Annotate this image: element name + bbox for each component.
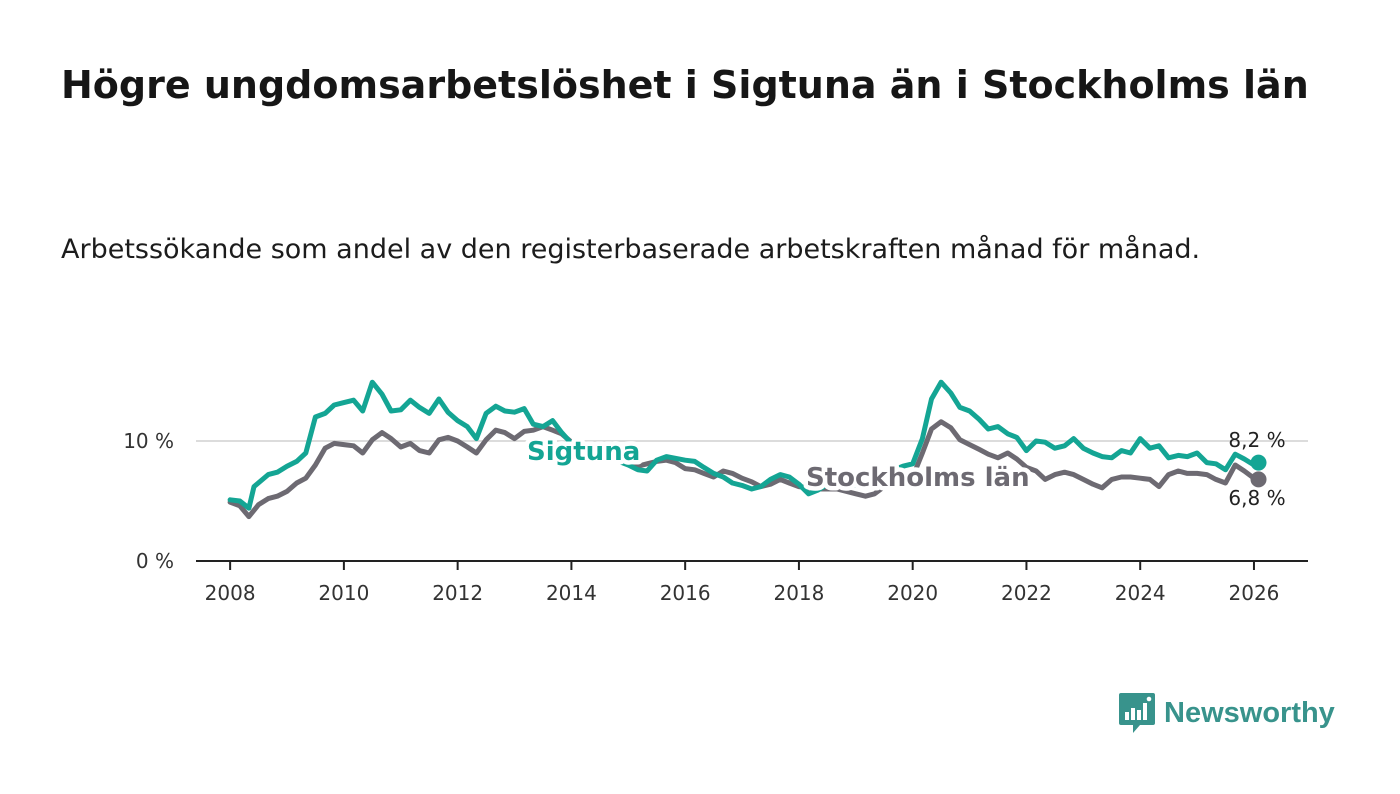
series-line-stockholms-lan (227, 419, 1261, 520)
end-label-stockholms-lan: 6,8 % (1228, 486, 1285, 510)
x-axis: 2008 2010 2012 2014 2016 2018 2020 2022 2024 2026 (196, 560, 1308, 605)
x-tick-label: 2016 (660, 581, 711, 605)
x-tick-label: 2018 (773, 581, 824, 605)
x-tick-label: 2026 (1229, 581, 1280, 605)
series-label-stockholms-lan: Stockholms län (806, 463, 1030, 493)
x-tick-label: 2012 (432, 581, 483, 605)
x-tick-label: 2014 (546, 581, 597, 605)
x-tick-label: 2022 (1001, 581, 1052, 605)
line-chart: 0 % 10 % 2008 2010 2012 2014 2016 2018 2020 2022… (123, 379, 1308, 605)
series-labels: Sigtuna Stockholms län (523, 433, 1035, 498)
newsworthy-logo-icon (1119, 693, 1155, 733)
newsworthy-logo: Newsworthy (1118, 690, 1335, 736)
x-tick-label: 2008 (205, 581, 256, 605)
chart-title: Högre ungdomsarbetslöshet i Sigtuna än i… (61, 63, 1309, 107)
y-tick-label: 0 % (136, 549, 174, 573)
end-dot-sigtuna (1250, 454, 1267, 471)
series-label-sigtuna: Sigtuna (527, 437, 640, 467)
series-lines (227, 379, 1261, 520)
series-line-sigtuna (227, 379, 1261, 511)
series-end-points: 8,2 % 6,8 % (1228, 428, 1285, 510)
end-dot-stockholms-lan (1250, 471, 1267, 488)
x-tick-label: 2010 (318, 581, 369, 605)
y-tick-label: 10 % (123, 429, 174, 453)
x-tick-label: 2024 (1115, 581, 1166, 605)
end-label-sigtuna: 8,2 % (1228, 428, 1285, 452)
chart-subtitle: Arbetssökande som andel av den registerb… (61, 234, 1201, 265)
newsworthy-logo-text: Newsworthy (1164, 696, 1335, 729)
y-axis-ticks: 0 % 10 % (123, 429, 174, 573)
x-tick-label: 2020 (887, 581, 938, 605)
